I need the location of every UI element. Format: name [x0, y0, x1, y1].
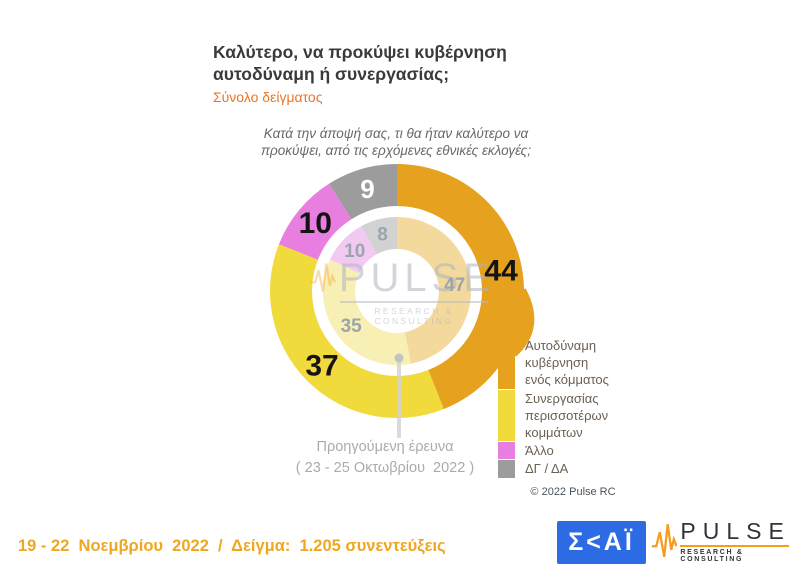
pulse-logo: PULSE RESEARCH & CONSULTING: [651, 517, 789, 565]
legend-label-0: Αυτοδύναμη κυβέρνηση ενός κόμματος: [525, 338, 609, 388]
survey-question: Κατά την άποψή σας, τι θα ήταν καλύτερο …: [230, 125, 562, 159]
legend-label-2: Άλλο: [525, 443, 554, 459]
pulse-logo-text: PULSE: [680, 518, 789, 544]
legend-swatch-0: [498, 337, 515, 389]
legend-swatch-2: [498, 442, 515, 460]
outer-slice-0: [397, 164, 524, 410]
skai-logo: Σ<ΑΪ: [557, 521, 646, 564]
legend-label-3: ΔΓ / ΔΑ: [525, 461, 569, 477]
previous-survey-dates: ( 23 - 25 Οκτωβρίου 2022 ): [295, 460, 475, 476]
outer-slice-1: [270, 244, 444, 418]
legend-item-3: ΔΓ / ΔΑ: [498, 460, 635, 478]
inner-slice-2: [330, 226, 377, 274]
pulse-logo-rule: [680, 545, 789, 547]
legend-item-2: Άλλο: [498, 442, 635, 460]
chart-subtitle: Σύνολο δείγματος: [213, 89, 323, 105]
fieldwork-info: 19 - 22 Νοεμβρίου 2022 / Δείγμα: 1.205 σ…: [18, 537, 446, 555]
copyright-note: © 2022 Pulse RC: [530, 486, 616, 498]
callout-dot: [394, 353, 404, 363]
legend-swatch-1: [498, 389, 515, 442]
inner-slice-3: [361, 217, 397, 255]
legend-connector: [505, 288, 535, 357]
inner-slice-1: [323, 259, 411, 365]
chart-legend: Αυτοδύναμη κυβέρνηση ενός κόμματος Συνεργ…: [498, 337, 635, 479]
previous-survey-callout: Προηγούμενη έρευνα ( 23 - 25 Οκτωβρίου 2…: [285, 437, 485, 479]
survey-question-line1: Κατά την άποψή σας, τι θα ήταν καλύτερο …: [263, 126, 529, 141]
inner-slice-0: [397, 217, 472, 364]
legend-item-1: Συνεργασίας περισσοτέρων κομμάτων: [498, 389, 635, 442]
pulse-logo-tagline: RESEARCH & CONSULTING: [680, 549, 744, 563]
chart-title-line2: αυτοδύναμη ή συνεργασίας;: [213, 63, 450, 84]
outer-slice-2: [278, 183, 352, 260]
chart-title-line1: Καλύτερο, να προκύψει κυβέρνηση: [213, 42, 507, 62]
pulse-logo-waveform-icon: [651, 524, 678, 558]
skai-logo-text: Σ<ΑΪ: [568, 528, 635, 556]
legend-swatch-3: [498, 460, 515, 478]
legend-item-0: Αυτοδύναμη κυβέρνηση ενός κόμματος: [498, 337, 635, 389]
chart-title: Καλύτερο, να προκύψει κυβέρνηση αυτοδύνα…: [213, 42, 507, 85]
survey-question-line2: προκύψει, από τις ερχόμενες εθνικές εκλο…: [260, 143, 532, 158]
outer-slice-3: [328, 164, 397, 220]
legend-label-1: Συνεργασίας περισσοτέρων κομμάτων: [525, 390, 609, 441]
previous-survey-label: Προηγούμενη έρευνα: [316, 439, 454, 455]
